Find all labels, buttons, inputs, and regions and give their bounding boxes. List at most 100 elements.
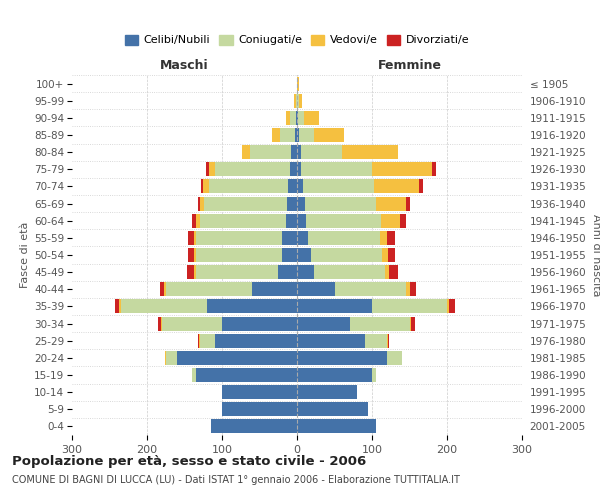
Bar [419, 180, 423, 194]
Bar [388, 334, 389, 347]
Bar [409, 282, 415, 296]
Bar [372, 162, 432, 176]
Bar [297, 385, 357, 399]
Bar [280, 128, 295, 142]
Bar [211, 420, 297, 434]
Legend: Celibi/Nubili, Coniugati/e, Vedovi/e, Divorziati/e: Celibi/Nubili, Coniugati/e, Vedovi/e, Di… [121, 30, 473, 50]
Bar [303, 180, 374, 194]
Bar [282, 231, 297, 245]
Bar [193, 231, 196, 245]
Bar [387, 231, 395, 245]
Bar [296, 111, 297, 125]
Bar [196, 265, 278, 279]
Bar [400, 214, 406, 228]
Bar [206, 162, 209, 176]
Bar [288, 180, 297, 194]
Bar [297, 231, 308, 245]
Bar [335, 282, 406, 296]
Bar [411, 316, 415, 330]
Bar [250, 145, 291, 159]
Bar [297, 420, 376, 434]
Bar [385, 265, 389, 279]
Bar [157, 316, 161, 330]
Bar [291, 145, 297, 159]
Bar [188, 248, 194, 262]
Bar [389, 265, 398, 279]
Bar [297, 402, 368, 416]
Bar [294, 94, 296, 108]
Bar [194, 265, 196, 279]
Bar [222, 316, 297, 330]
Bar [376, 196, 406, 210]
Bar [297, 180, 303, 194]
Bar [297, 300, 372, 314]
Bar [387, 334, 388, 347]
Bar [204, 196, 287, 210]
Bar [286, 111, 290, 125]
Bar [121, 300, 207, 314]
Bar [196, 231, 282, 245]
Bar [449, 300, 455, 314]
Bar [297, 334, 365, 347]
Bar [305, 196, 376, 210]
Bar [207, 300, 297, 314]
Bar [297, 265, 314, 279]
Bar [297, 111, 298, 125]
Text: COMUNE DI BAGNI DI LUCCA (LU) - Dati ISTAT 1° gennaio 2006 - Elaborazione TUTTIT: COMUNE DI BAGNI DI LUCCA (LU) - Dati IST… [12, 475, 460, 485]
Bar [187, 265, 194, 279]
Bar [297, 196, 305, 210]
Bar [306, 214, 381, 228]
Bar [432, 162, 436, 176]
Bar [299, 128, 314, 142]
Bar [215, 334, 297, 347]
Bar [165, 351, 166, 365]
Y-axis label: Fasce di età: Fasce di età [20, 222, 30, 288]
Bar [297, 351, 387, 365]
Bar [290, 111, 296, 125]
Y-axis label: Anni di nascita: Anni di nascita [590, 214, 600, 296]
Bar [301, 162, 372, 176]
Bar [314, 265, 385, 279]
Bar [199, 214, 286, 228]
Bar [252, 282, 297, 296]
Bar [304, 111, 319, 125]
Bar [272, 128, 280, 142]
Bar [194, 248, 196, 262]
Bar [374, 180, 419, 194]
Bar [282, 248, 297, 262]
Bar [296, 94, 297, 108]
Bar [406, 282, 409, 296]
Bar [382, 248, 388, 262]
Bar [314, 128, 344, 142]
Bar [380, 231, 387, 245]
Bar [297, 145, 301, 159]
Bar [372, 300, 447, 314]
Bar [196, 248, 282, 262]
Bar [215, 162, 290, 176]
Bar [203, 180, 209, 194]
Bar [192, 368, 196, 382]
Bar [196, 368, 297, 382]
Bar [222, 402, 297, 416]
Bar [297, 128, 299, 142]
Bar [192, 214, 196, 228]
Bar [342, 145, 398, 159]
Bar [209, 162, 215, 176]
Bar [311, 248, 382, 262]
Bar [409, 316, 411, 330]
Bar [387, 351, 402, 365]
Bar [201, 180, 203, 194]
Bar [349, 316, 409, 330]
Bar [372, 368, 376, 382]
Bar [200, 196, 204, 210]
Bar [115, 300, 119, 314]
Bar [187, 231, 193, 245]
Bar [365, 334, 387, 347]
Bar [381, 214, 400, 228]
Bar [297, 368, 372, 382]
Bar [297, 76, 299, 90]
Bar [301, 145, 342, 159]
Bar [162, 316, 222, 330]
Text: Maschi: Maschi [160, 58, 209, 71]
Bar [160, 282, 164, 296]
